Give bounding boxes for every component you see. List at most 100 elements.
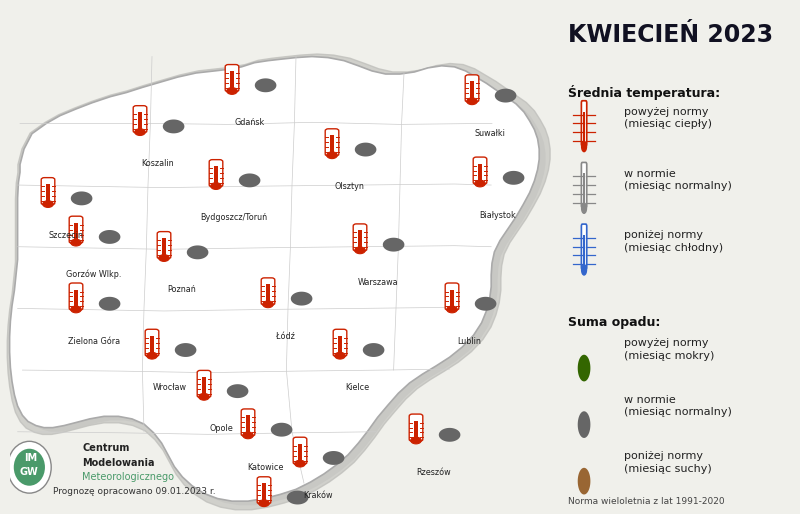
Text: powyżej normy
(miesiąc ciepły): powyżej normy (miesiąc ciepły) <box>624 107 712 130</box>
Bar <box>358 230 362 248</box>
Polygon shape <box>578 390 590 438</box>
Text: powyżej normy
(miesiąc mokry): powyżej normy (miesiąc mokry) <box>624 338 714 361</box>
Polygon shape <box>10 57 539 501</box>
Text: Rzeszów: Rzeszów <box>416 468 451 477</box>
Circle shape <box>14 449 45 486</box>
Circle shape <box>334 352 346 359</box>
FancyBboxPatch shape <box>198 371 211 398</box>
Polygon shape <box>474 286 497 310</box>
FancyBboxPatch shape <box>210 160 223 187</box>
Text: Zielona Góra: Zielona Góra <box>67 337 120 346</box>
Polygon shape <box>354 132 377 156</box>
FancyBboxPatch shape <box>294 437 307 465</box>
Circle shape <box>134 128 146 136</box>
FancyBboxPatch shape <box>582 224 586 269</box>
FancyBboxPatch shape <box>42 178 55 205</box>
Bar <box>414 420 418 438</box>
FancyBboxPatch shape <box>146 329 159 357</box>
Bar <box>138 112 142 130</box>
FancyBboxPatch shape <box>410 414 423 442</box>
Polygon shape <box>362 332 385 357</box>
Text: Kraków: Kraków <box>303 491 332 500</box>
Bar <box>478 163 482 181</box>
Polygon shape <box>16 61 546 505</box>
Circle shape <box>158 254 170 262</box>
Text: Suwałki: Suwałki <box>474 128 505 138</box>
Circle shape <box>226 87 238 95</box>
FancyBboxPatch shape <box>326 129 339 156</box>
Bar <box>338 336 342 354</box>
Circle shape <box>354 247 366 254</box>
Polygon shape <box>7 54 550 510</box>
Circle shape <box>258 500 270 507</box>
Circle shape <box>446 306 458 313</box>
Bar <box>330 135 334 153</box>
Circle shape <box>242 432 254 439</box>
FancyBboxPatch shape <box>474 157 487 185</box>
Text: Kielce: Kielce <box>346 383 370 392</box>
Text: Modelowania: Modelowania <box>82 457 154 468</box>
Polygon shape <box>494 78 517 102</box>
Polygon shape <box>238 162 261 187</box>
Text: Meteorologicznego: Meteorologicznego <box>82 472 174 482</box>
Bar <box>266 284 270 302</box>
Circle shape <box>582 203 586 213</box>
Bar <box>162 238 166 256</box>
Bar <box>202 377 206 395</box>
Text: Białystok: Białystok <box>479 211 516 220</box>
Circle shape <box>70 306 82 313</box>
Polygon shape <box>382 227 405 251</box>
Polygon shape <box>286 480 309 504</box>
FancyBboxPatch shape <box>582 162 586 208</box>
Text: w normie
(miesiąc normalny): w normie (miesiąc normalny) <box>624 395 732 417</box>
Text: Prognozę opracowano 09.01.2023 r.: Prognozę opracowano 09.01.2023 r. <box>53 487 215 496</box>
Text: Opole: Opole <box>210 424 234 433</box>
Polygon shape <box>254 67 277 92</box>
Polygon shape <box>174 332 197 357</box>
Polygon shape <box>270 412 293 436</box>
Text: Olsztyn: Olsztyn <box>334 182 365 192</box>
Text: Bydgoszcz/Toruń: Bydgoszcz/Toruń <box>200 213 267 223</box>
Text: Katowice: Katowice <box>247 463 284 472</box>
Text: Koszalin: Koszalin <box>142 159 174 169</box>
Bar <box>583 235 585 266</box>
Text: Norma wieloletnia z lat 1991-2020: Norma wieloletnia z lat 1991-2020 <box>568 497 725 506</box>
Polygon shape <box>226 373 249 398</box>
Text: Lublin: Lublin <box>458 337 482 346</box>
Text: Centrum: Centrum <box>82 443 130 453</box>
Text: Warszawa: Warszawa <box>358 278 398 287</box>
Bar <box>74 223 78 241</box>
Circle shape <box>326 152 338 159</box>
Text: poniżej normy
(miesiąc chłodny): poniżej normy (miesiąc chłodny) <box>624 230 723 253</box>
Bar <box>583 112 585 143</box>
Text: Wrocław: Wrocław <box>153 383 186 392</box>
Text: w normie
(miesiąc normalny): w normie (miesiąc normalny) <box>624 169 732 191</box>
Circle shape <box>294 460 306 467</box>
Circle shape <box>146 352 158 359</box>
Polygon shape <box>578 334 590 381</box>
Circle shape <box>198 393 210 400</box>
Bar <box>150 336 154 354</box>
Circle shape <box>466 98 478 105</box>
Polygon shape <box>98 286 121 310</box>
Polygon shape <box>162 108 185 133</box>
FancyBboxPatch shape <box>70 216 83 244</box>
Bar <box>74 289 78 307</box>
FancyBboxPatch shape <box>134 106 147 133</box>
Bar <box>46 184 50 202</box>
Bar <box>246 415 250 433</box>
Text: IM: IM <box>24 453 38 463</box>
FancyBboxPatch shape <box>466 75 479 102</box>
Text: Suma opadu:: Suma opadu: <box>568 316 661 329</box>
Circle shape <box>70 239 82 246</box>
Circle shape <box>262 301 274 308</box>
Circle shape <box>474 180 486 187</box>
FancyBboxPatch shape <box>262 278 275 305</box>
Text: GW: GW <box>20 467 38 477</box>
Circle shape <box>7 442 51 493</box>
Circle shape <box>582 141 586 152</box>
Bar <box>450 289 454 307</box>
Text: Średnia temperatura:: Średnia temperatura: <box>568 85 720 100</box>
Polygon shape <box>290 281 313 305</box>
FancyBboxPatch shape <box>158 232 171 259</box>
